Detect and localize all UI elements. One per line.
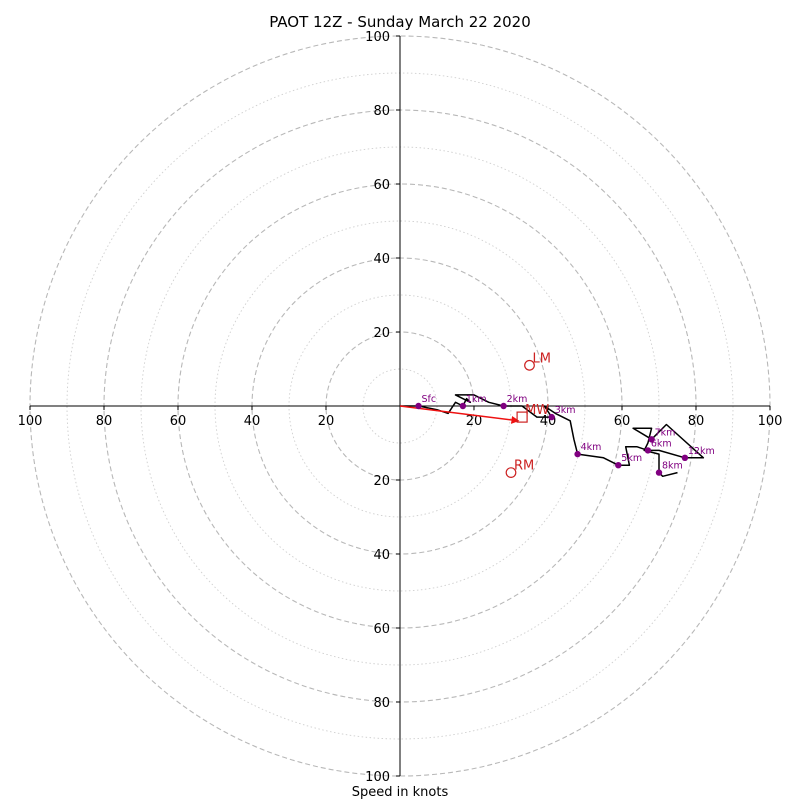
height-label: 2km [507, 394, 528, 405]
chart-title: PAOT 12Z - Sunday March 22 2020 [269, 13, 531, 31]
x-tick-label: 60 [614, 414, 631, 429]
height-marker [648, 436, 655, 443]
height-label: 12km [688, 446, 715, 457]
x-tick-label: 20 [318, 414, 335, 429]
tick-labels: 100 80 60 40 20 20 40 60 80 100100806040202040608… [18, 30, 783, 785]
x-axis-label: Speed in knots [352, 785, 449, 800]
height-marker [459, 402, 467, 410]
height-marker [681, 454, 689, 461]
height-label: 1km [466, 394, 487, 405]
height-marker [574, 450, 581, 458]
y-tick-label: 40 [373, 252, 390, 267]
height-label: 6km [651, 438, 672, 449]
x-tick-label: 20 [466, 414, 483, 429]
storm-marker-lm [524, 359, 535, 371]
height-marker [655, 469, 663, 476]
x-tick-label: 80 [688, 414, 705, 429]
x-tick-label: 80 [96, 414, 113, 429]
y-tick-label: 60 [373, 178, 390, 193]
height-marker [415, 402, 422, 410]
y-tick-label: 100 [365, 30, 390, 45]
storm-label-lm: LM [533, 351, 551, 366]
y-tick-label: 80 [373, 104, 390, 119]
y-tick-label: 40 [373, 548, 390, 563]
x-tick-label: 100 [758, 414, 783, 429]
storm-marker-rm [505, 467, 517, 479]
height-marker [548, 413, 555, 421]
x-tick-label: 100 [18, 414, 43, 429]
height-label: 4km [581, 442, 602, 453]
y-tick-label: 20 [373, 326, 390, 341]
y-tick-label: 60 [373, 622, 390, 637]
y-tick-label: 20 [373, 474, 390, 489]
storm-label-mw: MW [525, 403, 549, 418]
y-tick-label: 80 [373, 696, 390, 711]
y-tick-label: 100 [365, 770, 390, 785]
height-label: 5km [621, 453, 642, 464]
height-label: 7km [655, 427, 676, 438]
storm-motion-markers: LM MW RM [505, 351, 551, 479]
storm-label-rm: RM [514, 459, 534, 474]
height-label: Sfc [422, 394, 437, 405]
storm-marker-mw [516, 411, 528, 423]
x-tick-label: 40 [244, 414, 261, 429]
height-marker [644, 447, 652, 454]
height-label: 8km [662, 461, 683, 472]
x-tick-label: 60 [170, 414, 187, 429]
height-label: 3km [555, 405, 576, 416]
height-marker [500, 402, 507, 410]
height-marker [615, 462, 622, 469]
